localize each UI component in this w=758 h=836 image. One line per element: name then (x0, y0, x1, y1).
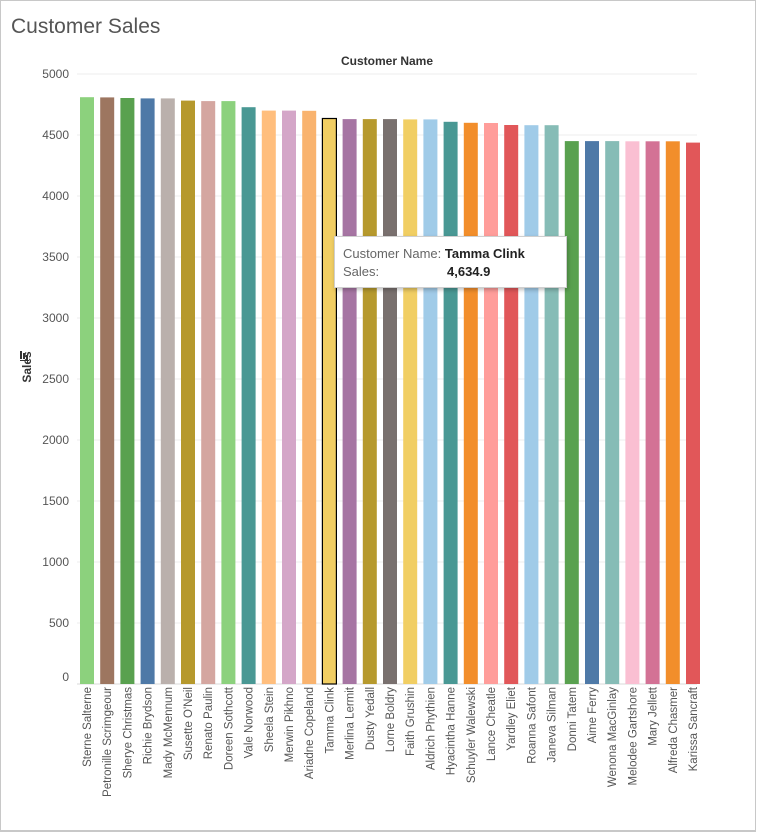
sort-icon[interactable] (20, 351, 29, 361)
bar[interactable] (241, 107, 256, 684)
x-tick-label: Karissa Sancraft (688, 686, 700, 771)
x-tick-label: Petronille Scrimgeour (102, 687, 114, 797)
x-tick-label: Tamma Clink (324, 687, 336, 754)
x-tick-label: Yardley Eliet (506, 686, 518, 751)
tooltip: Customer Name: Tamma Clink Sales: 4,634.… (334, 236, 567, 288)
bar[interactable] (403, 119, 418, 684)
x-tick-label: Sherye Christmas (122, 687, 134, 779)
y-tick-label: 1000 (42, 555, 69, 569)
x-tick-label: Ariadne Copeland (304, 687, 316, 779)
y-tick-label: 500 (49, 616, 69, 630)
x-tick-label: Donni Tatem (567, 687, 579, 751)
x-tick-label: Melodee Gartshore (627, 687, 639, 785)
x-tick-label: Susette O'Neil (183, 687, 195, 760)
x-tick-label: Merwin Pikhno (284, 687, 296, 762)
y-tick-label: 2000 (42, 433, 69, 447)
bar[interactable] (383, 119, 397, 685)
bar[interactable] (100, 97, 115, 684)
x-tick-label: Hyacintha Hanne (446, 687, 458, 775)
bar[interactable] (120, 98, 135, 684)
y-tick-label: 4000 (42, 189, 69, 203)
tooltip-sales-value: 4,634.9 (447, 264, 491, 279)
page-title: Customer Sales (11, 15, 161, 38)
bar[interactable] (80, 97, 94, 684)
tooltip-sales-row: Sales: 4,634.9 (343, 264, 490, 279)
bar[interactable] (625, 141, 640, 685)
x-tick-label: Aldrich Phythien (425, 687, 437, 770)
y-tick-label: 3500 (42, 250, 69, 264)
x-tick-label: Wenona MacGinlay (607, 687, 619, 787)
bar[interactable] (342, 119, 357, 685)
y-tick-label: 1500 (42, 494, 69, 508)
bar[interactable] (181, 100, 195, 685)
x-tick-label: Sterne Salterne (82, 687, 94, 767)
x-axis-labels: Sterne Salterne Petronille Scrimgeour Sher… (82, 686, 700, 797)
x-tick-label: Richie Brydson (143, 687, 155, 764)
x-axis-title: Customer Name (341, 54, 433, 68)
bar[interactable] (443, 121, 458, 685)
y-axis: 0 500 1000 1500 2000 2500 3000 3500 4000 4500 5000 (42, 67, 69, 684)
bar[interactable] (282, 110, 296, 685)
bar[interactable] (585, 141, 599, 685)
x-tick-label: Lance Cheatle (486, 687, 498, 761)
x-tick-label: Alfreda Chasmer (668, 687, 680, 773)
y-tick-label: 3000 (42, 311, 69, 325)
bar[interactable] (423, 119, 438, 684)
x-tick-label: Dusty Yedall (365, 687, 377, 750)
bar[interactable] (463, 122, 478, 685)
x-tick-label: Vale Norwood (244, 687, 256, 758)
bar[interactable] (645, 141, 660, 685)
bar[interactable] (665, 141, 680, 685)
bar[interactable] (504, 125, 519, 684)
y-tick-label: 4500 (42, 128, 69, 142)
bar[interactable] (564, 141, 579, 685)
bar[interactable] (484, 123, 498, 684)
y-tick-label: 2500 (42, 372, 69, 386)
x-tick-label: Lorne Boldry (385, 687, 397, 752)
bar[interactable] (201, 101, 216, 685)
x-tick-label: Sheela Stein (264, 687, 276, 752)
bar[interactable] (321, 117, 337, 685)
tooltip-name-label: Customer Name: (343, 246, 442, 261)
bar[interactable] (140, 98, 155, 684)
tooltip-name-value: Tamma Clink (444, 246, 525, 261)
y-tick-label: 0 (62, 670, 69, 684)
y-tick-label: 5000 (42, 67, 69, 81)
x-tick-label: Janeva Silman (547, 687, 559, 762)
bar[interactable] (160, 98, 175, 684)
bar[interactable] (362, 119, 377, 685)
x-tick-label: Doreen Sothcott (223, 686, 235, 770)
tooltip-name-row: Customer Name: Tamma Clink (343, 246, 525, 261)
x-tick-label: Faith Grushin (405, 687, 417, 756)
bar[interactable] (605, 141, 620, 685)
x-tick-label: Schuyler Walewski (466, 687, 478, 783)
x-tick-label: Mady McMennum (163, 687, 175, 778)
x-tick-label: Roanna Safont (526, 686, 538, 764)
bar[interactable] (544, 125, 559, 684)
x-tick-label: Aime Ferry (587, 687, 599, 743)
x-tick-label: Mary Jellett (648, 686, 660, 746)
bar[interactable] (302, 110, 317, 685)
bar[interactable] (524, 125, 539, 684)
x-tick-label: Renato Paulin (203, 687, 215, 759)
bar[interactable] (221, 101, 236, 685)
bar[interactable] (686, 142, 700, 685)
bar[interactable] (261, 110, 276, 685)
bars (80, 97, 700, 685)
x-tick-label: Merlina Lermit (345, 686, 357, 760)
tooltip-sales-label: Sales: (343, 264, 380, 279)
